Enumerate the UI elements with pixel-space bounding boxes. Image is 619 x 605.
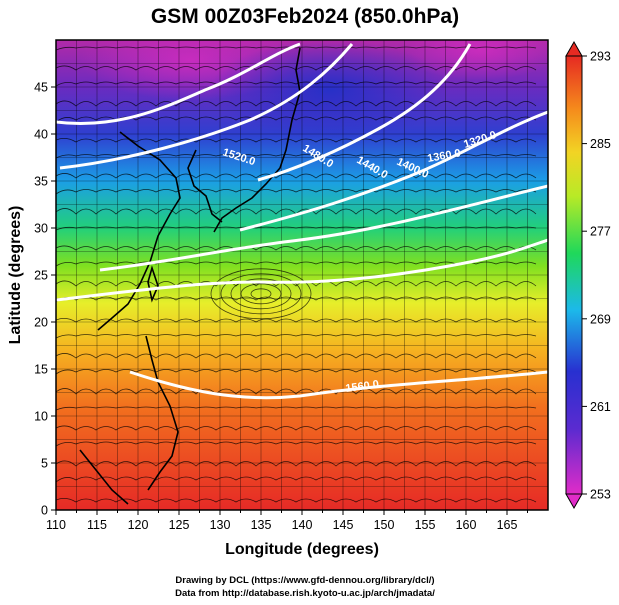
grid-lines [56,40,548,510]
coastline-taiwan [147,265,159,303]
streamline [56,46,537,51]
y-tick-label: 30 [34,222,48,236]
contour-label-1560: 1560.0 [345,378,380,395]
colorbar-tick-label: 269 [590,312,611,326]
y-tick-label: 10 [34,410,48,424]
x-tick-label: 160 [456,518,477,532]
streamline [56,353,537,359]
streamline [56,498,537,503]
x-axis-ticks: 110 115 120 125 130 135 140 145 150 155 160 165 [46,510,528,532]
coastline-philippines [145,335,179,491]
colorbar-tick-label: 253 [590,488,611,502]
x-tick-label: 150 [374,518,395,532]
streamline [56,280,537,287]
coastline-china [97,131,181,331]
y-tick-label: 15 [34,363,48,377]
streamline [56,369,537,375]
streamline [56,388,537,395]
x-tick-label: 120 [128,518,149,532]
colorbar: 293 285 277 269 261 253 [565,40,611,510]
coastline-korea [187,149,223,223]
x-tick-label: 130 [210,518,231,532]
coastline-japan [213,47,301,233]
colorbar-tick-label: 277 [590,225,611,239]
streamline [56,116,537,123]
x-tick-label: 145 [333,518,354,532]
y-tick-label: 40 [34,128,48,142]
coastline-borneo [79,449,129,505]
y-tick-label: 5 [41,457,48,471]
y-tick-label: 25 [34,269,48,283]
y-tick-label: 0 [41,504,48,518]
streamline [56,296,537,303]
colorbar-bar [565,55,583,495]
cold-blob-blue [210,40,450,140]
colorbar-tick-label: 293 [590,50,611,64]
x-tick-label: 155 [415,518,436,532]
streamline [56,81,537,87]
contour-label-1360: 1360.0 [426,147,461,165]
y-tick-label: 35 [34,175,48,189]
streamline [56,406,537,411]
y-axis-label: Latitude (degrees) [7,206,24,345]
colorbar-top-triangle [565,40,583,57]
credit-data: Data from http://database.rish.kyoto-u.a… [175,588,435,599]
x-tick-label: 140 [292,518,313,532]
streamline [56,334,537,339]
x-tick-label: 110 [46,518,66,532]
plot-area: 1520.0 1480.0 1440.0 1400.0 1360.0 1320.… [56,40,548,510]
streamline [56,138,537,143]
streamline [56,476,537,483]
x-axis-label: Longitude (degrees) [225,541,379,558]
x-tick-label: 135 [251,518,272,532]
streamline [56,245,537,251]
y-tick-label: 20 [34,316,48,330]
streamline [56,189,537,195]
colorbar-tick-label: 261 [590,400,611,414]
colorbar-tick-label: 285 [590,137,611,151]
y-tick-label: 45 [34,81,48,95]
y-axis-ticks: 0 5 10 15 20 25 30 35 40 45 [34,81,56,518]
streamline [56,441,537,447]
x-tick-label: 165 [497,518,518,532]
streamline [56,425,537,431]
streamline [56,460,537,467]
coastlines [79,47,301,505]
credit-drawing: Drawing by DCL (https://www.gfd-dennou.o… [175,575,434,586]
colorbar-bottom-triangle [565,493,583,510]
chart-title: GSM 00Z03Feb2024 (850.0hPa) [151,5,459,28]
x-tick-label: 125 [169,518,190,532]
streamline [56,173,537,179]
height-contours [56,42,548,400]
x-tick-label: 115 [87,518,107,532]
